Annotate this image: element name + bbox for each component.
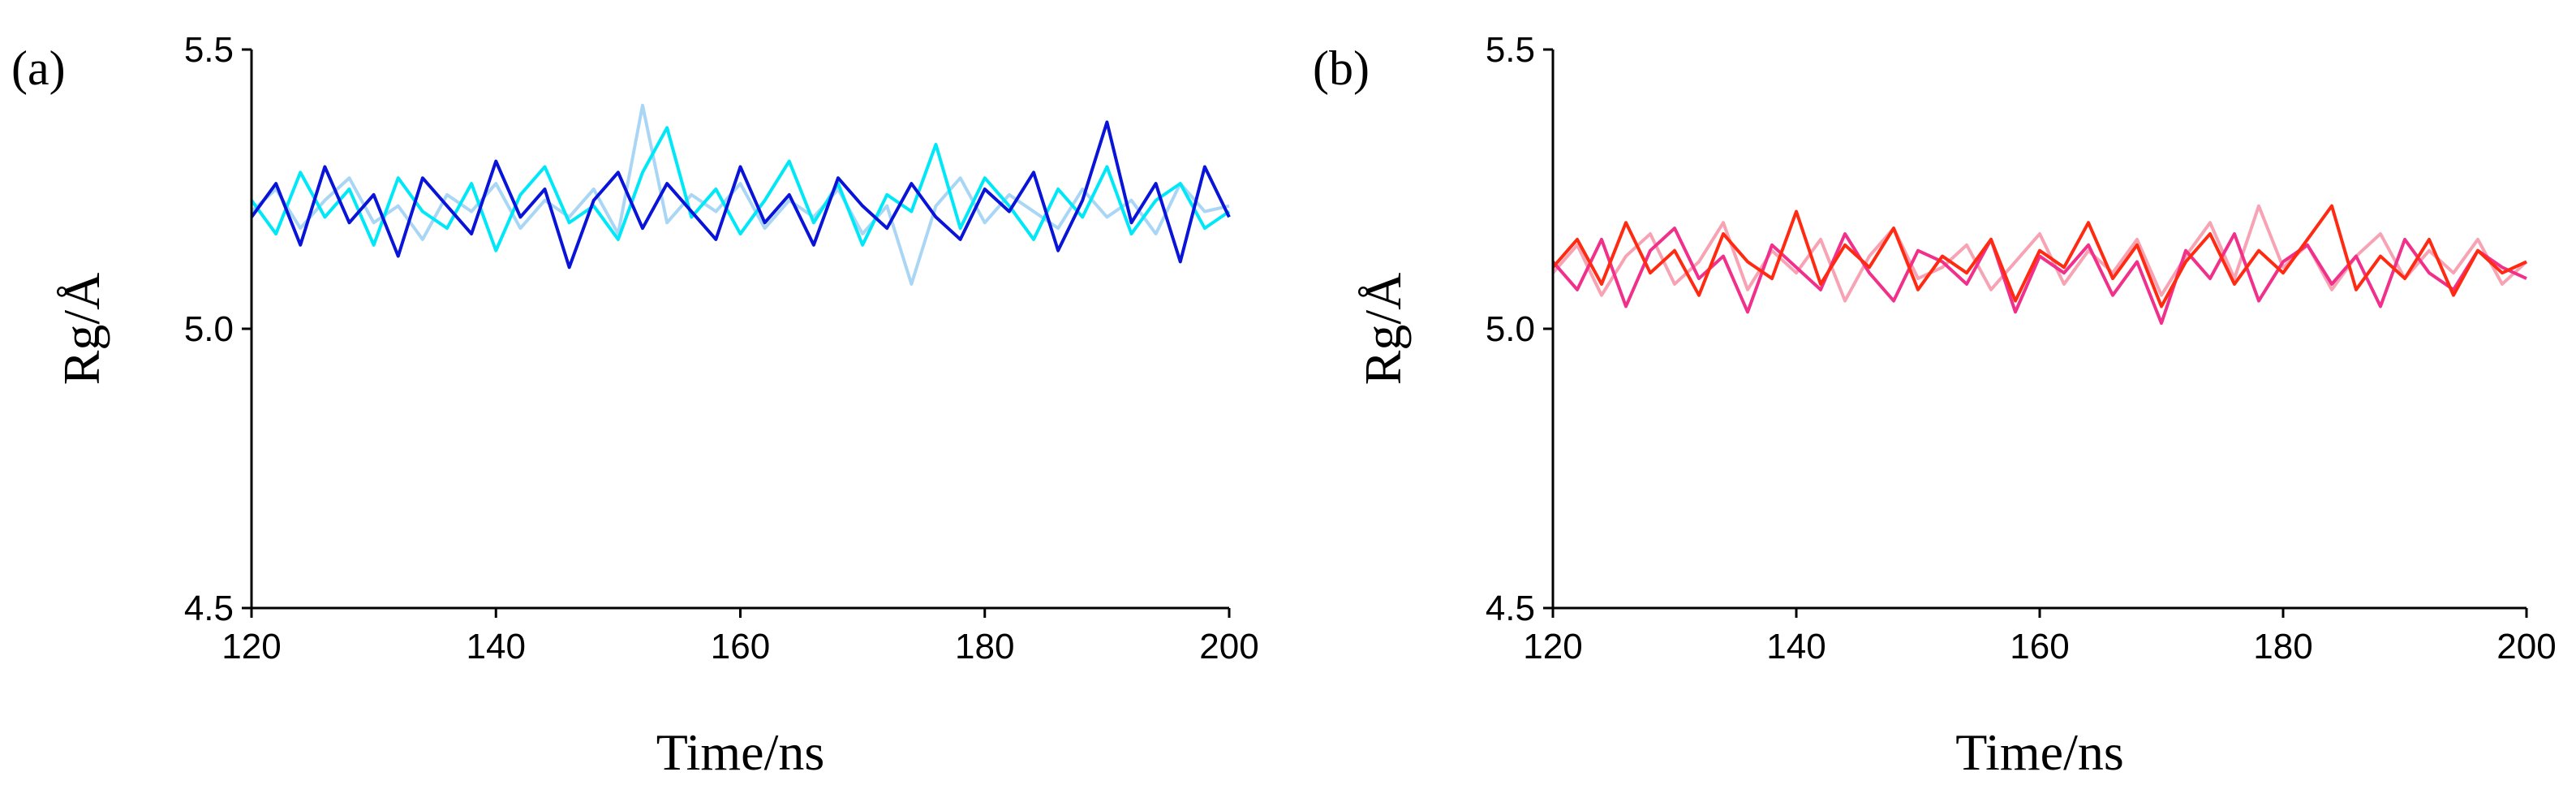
data-line (1551, 204, 2527, 308)
x-axis-title: Time/ns (1955, 723, 2124, 781)
y-tick-label: 5.0 (184, 309, 234, 349)
panel-label: (a) (11, 41, 66, 95)
data-line (1551, 226, 2527, 326)
x-tick-label: 200 (1199, 627, 1258, 666)
y-tick-label: 5.0 (1486, 309, 1535, 349)
y-tick-label: 4.5 (1486, 589, 1535, 628)
data-line (250, 103, 1230, 286)
x-axis-title: Time/ns (656, 723, 825, 781)
x-tick-label: 180 (955, 627, 1014, 666)
x-tick-label: 120 (221, 627, 281, 666)
data-line (1551, 204, 2528, 303)
x-tick-label: 160 (2010, 627, 2069, 666)
panel-label: (b) (1313, 41, 1370, 95)
x-tick-label: 140 (467, 627, 526, 666)
x-tick-label: 160 (711, 627, 770, 666)
y-tick-label: 5.5 (1486, 30, 1535, 70)
y-tick-label: 4.5 (184, 589, 234, 628)
data-line (250, 120, 1231, 270)
x-tick-label: 140 (1766, 627, 1826, 666)
x-tick-label: 120 (1523, 627, 1582, 666)
y-tick-label: 5.5 (184, 30, 234, 70)
x-tick-label: 180 (2253, 627, 2312, 666)
y-axis-title: Rg/Å (1354, 273, 1412, 386)
x-tick-label: 200 (2496, 627, 2556, 666)
y-axis-title: Rg/Å (53, 273, 110, 386)
